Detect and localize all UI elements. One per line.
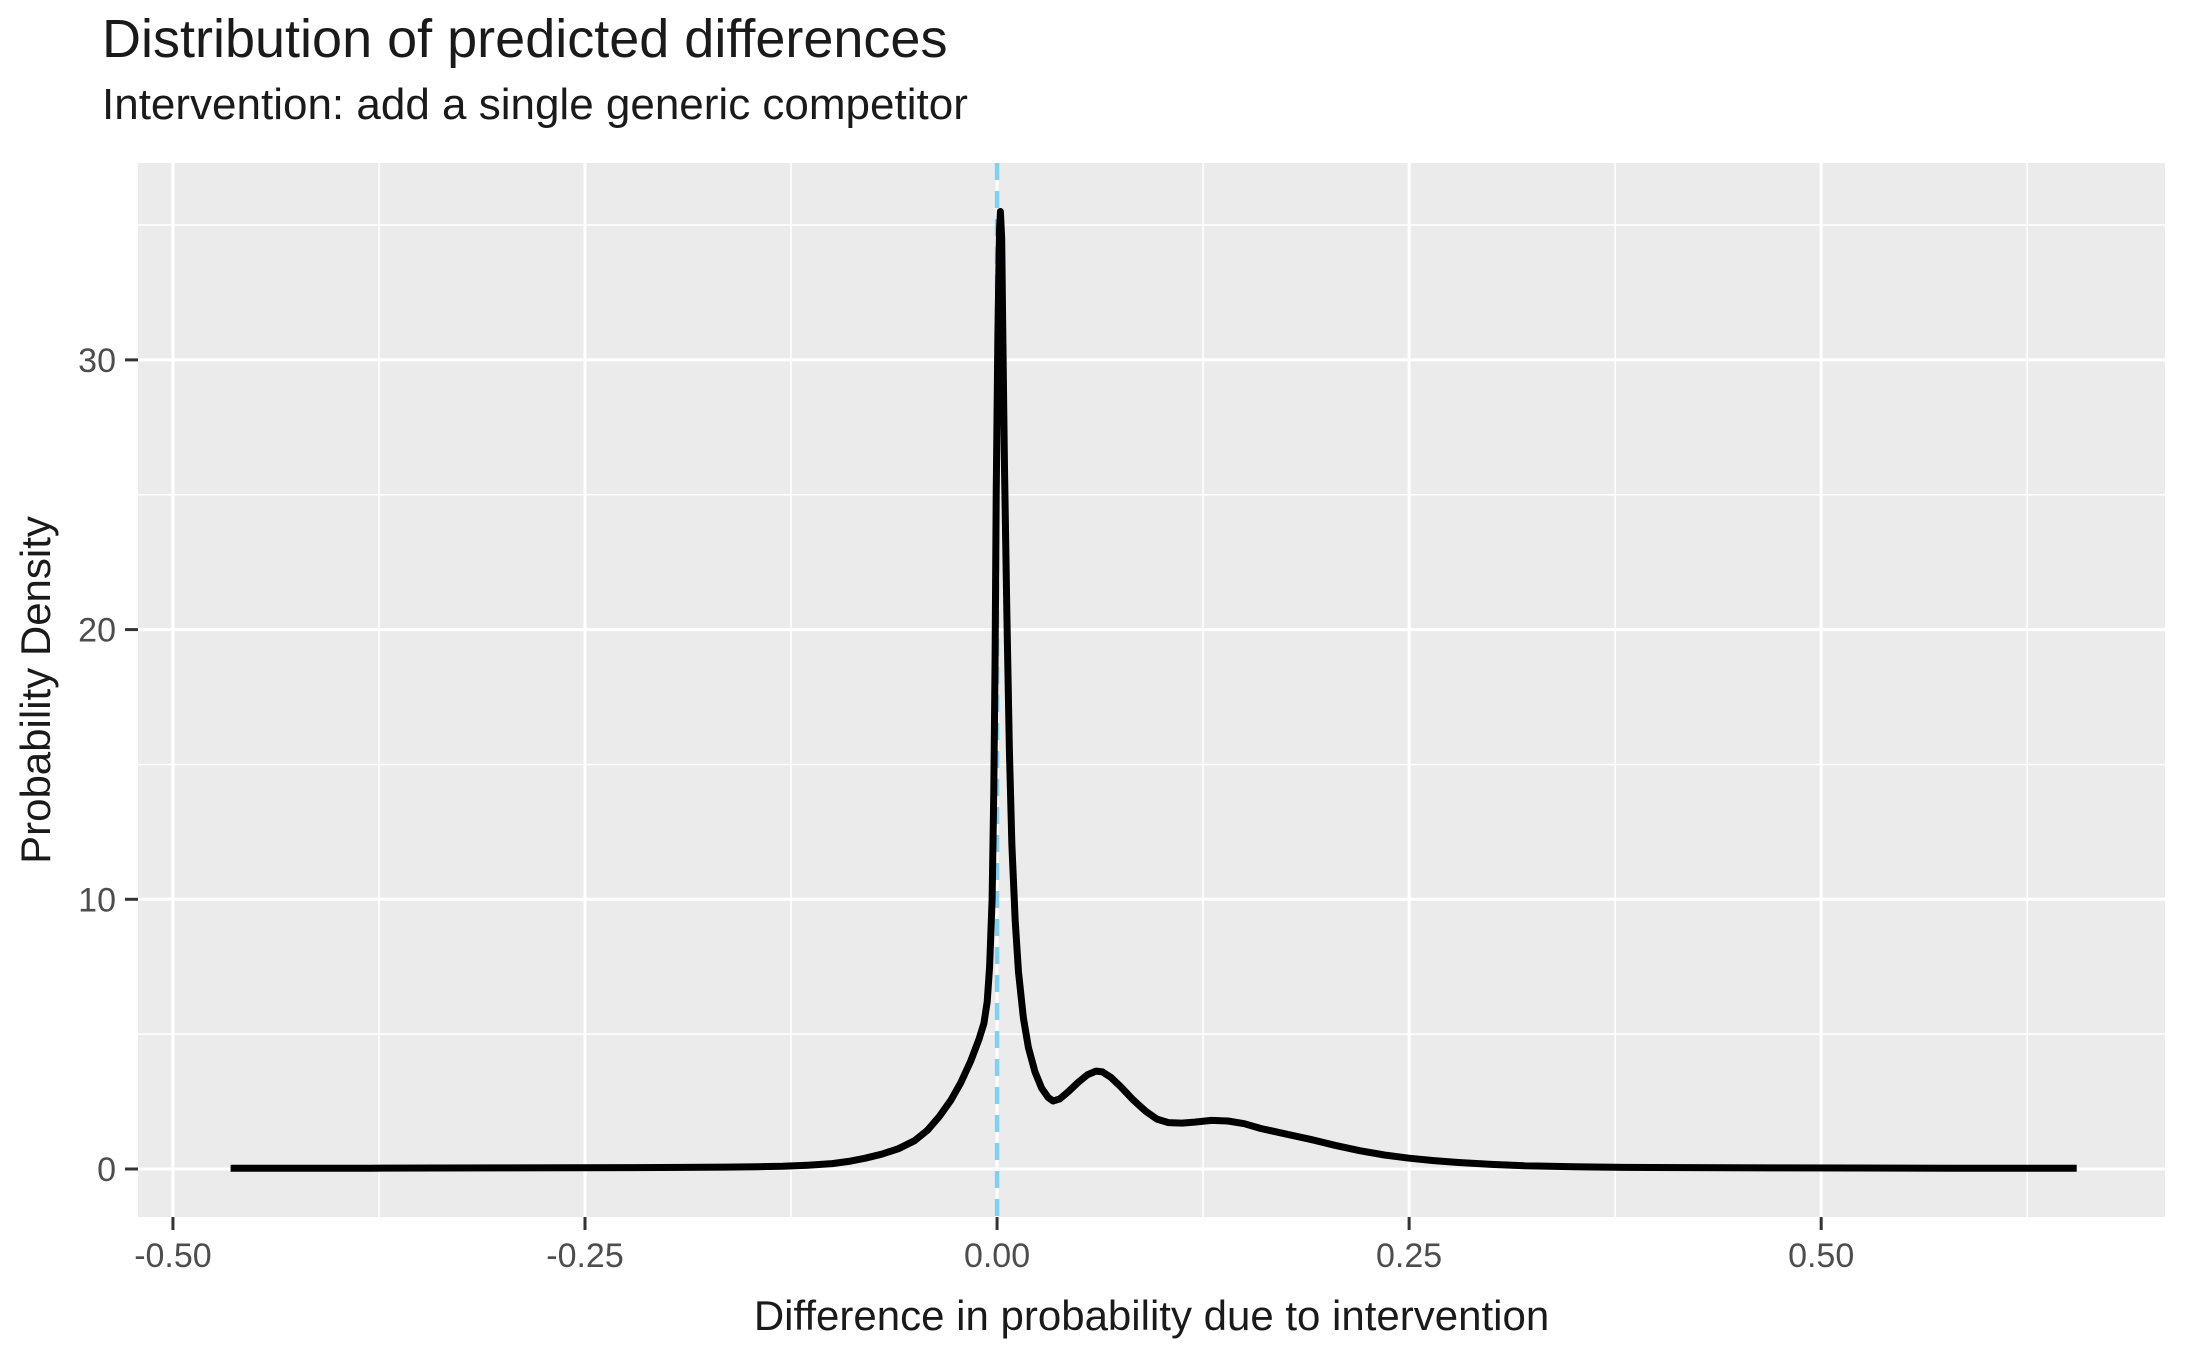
density-curve xyxy=(230,208,2077,1172)
y-tick-label: 30 xyxy=(78,342,116,380)
plot-subtitle: Intervention: add a single generic compe… xyxy=(102,80,968,129)
y-axis-title: Probability Density xyxy=(12,516,59,864)
x-tick-label: 0.00 xyxy=(964,1237,1030,1275)
panel-background xyxy=(138,163,2165,1217)
y-tick-label: 20 xyxy=(78,612,116,650)
x-tick-label: 0.25 xyxy=(1376,1237,1442,1275)
y-tick-label: 10 xyxy=(78,881,116,919)
x-tick-label: -0.25 xyxy=(546,1237,624,1275)
plot-title: Distribution of predicted differences xyxy=(102,9,948,69)
y-tick-label: 0 xyxy=(97,1151,116,1189)
x-tick-label: -0.50 xyxy=(134,1237,212,1275)
x-axis-title: Difference in probability due to interve… xyxy=(753,1292,1550,1339)
x-tick-label: 0.50 xyxy=(1788,1237,1854,1275)
